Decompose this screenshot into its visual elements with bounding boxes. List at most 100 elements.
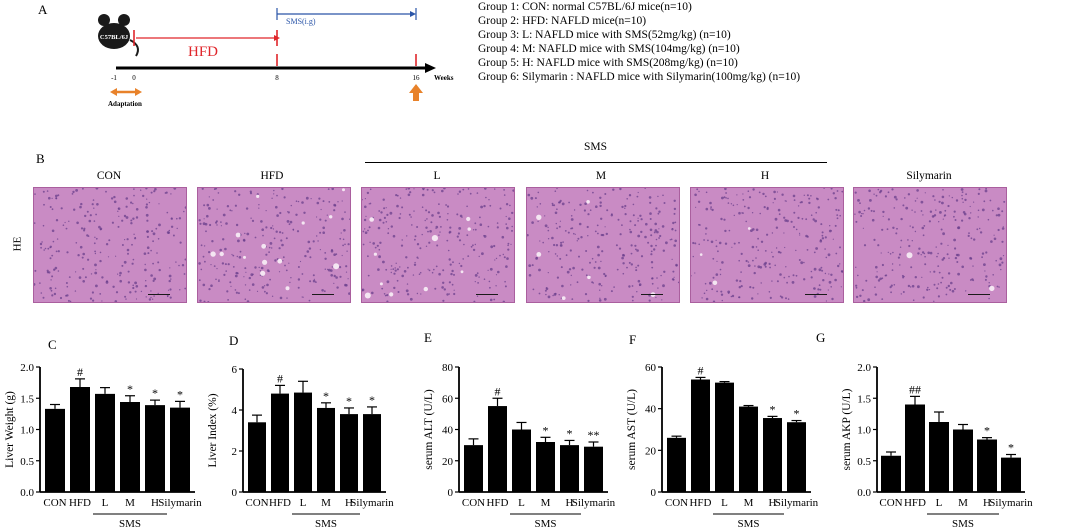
significance-mark: *: [346, 394, 352, 408]
weeks-label: Weeks: [434, 74, 454, 82]
bar: [340, 414, 358, 492]
y-tick-label: 60: [645, 362, 657, 374]
serum-alt-chart: 0 20 40 60 80 serum ALT (U/L) CON # HFD L * M * H ** Si…: [423, 362, 616, 527]
bar: [787, 422, 806, 492]
y-tick-label: 2: [232, 446, 238, 458]
significance-mark: #: [77, 365, 83, 379]
bar: [170, 407, 190, 492]
bar: [488, 406, 507, 492]
week-tick-4: 16: [413, 74, 421, 82]
significance-mark: *: [770, 402, 776, 416]
sms-group-label: SMS: [952, 518, 974, 527]
bar: [536, 442, 555, 492]
sms-group-label: SMS: [534, 518, 556, 527]
panel-label-f: F: [629, 332, 637, 347]
category-label: M: [958, 497, 968, 509]
y-tick-label: 20: [645, 445, 657, 457]
adaptation-label: Adaptation: [108, 100, 142, 108]
he-image-hfd: [197, 187, 351, 303]
y-tick-label: 0.0: [20, 487, 34, 499]
bar: [977, 439, 997, 492]
y-axis-label: serum ALT (U/L): [423, 389, 435, 470]
bar: [271, 393, 289, 492]
bar: [905, 404, 925, 492]
he-image-l: [361, 187, 515, 303]
bar: [464, 445, 483, 492]
sms-timeline-label: SMS(i.g): [286, 17, 316, 26]
bar: [881, 455, 901, 492]
category-label: HFD: [486, 497, 508, 509]
category-label: H: [769, 497, 777, 509]
y-tick-label: 2.0: [857, 362, 871, 374]
category-label: CON: [245, 497, 268, 509]
sms-group-label: SMS: [119, 518, 141, 527]
bar: [317, 407, 335, 492]
week-tick-2: 0: [132, 74, 136, 82]
sms-header-text: SMS: [584, 141, 608, 153]
category-label: HFD: [689, 497, 711, 509]
significance-mark: *: [567, 426, 573, 440]
bar: [691, 379, 710, 492]
category-label: Silymarin: [572, 497, 616, 509]
he-image-h: [690, 187, 844, 303]
liver-index-chart: 0 2 4 6 Liver Index (%) CON # HFD L * M * H * Silymari…: [207, 364, 394, 527]
y-tick-label: 0: [232, 487, 238, 499]
group-6-text: Group 6: Silymarin : NAFLD mice with Sil…: [478, 71, 801, 83]
significance-mark: #: [495, 384, 501, 398]
he-column-label-con: CON: [96, 170, 122, 182]
category-label: M: [744, 497, 754, 509]
significance-mark: #: [277, 371, 283, 385]
y-tick-label: 60: [442, 393, 454, 405]
significance-mark: *: [543, 423, 549, 437]
significance-mark: *: [984, 424, 990, 438]
bar: [70, 387, 90, 492]
category-label: H: [345, 497, 353, 509]
he-column-label-hfd: HFD: [260, 170, 284, 182]
group-2-text: Group 2: HFD: NAFLD mice(n=10): [478, 15, 647, 27]
adaptation-arrow-icon: [110, 88, 142, 96]
category-label: L: [102, 497, 109, 509]
panel-label-c: C: [48, 337, 57, 352]
category-label: CON: [43, 497, 66, 509]
he-image-con: [33, 187, 187, 303]
category-label: M: [125, 497, 135, 509]
y-tick-label: 0: [651, 487, 657, 499]
bar: [1001, 457, 1021, 492]
significance-mark: *: [369, 393, 375, 407]
bar: [145, 405, 165, 492]
category-label: HFD: [904, 497, 926, 509]
y-tick-label: 0.5: [20, 456, 34, 468]
category-label: CON: [879, 497, 902, 509]
y-tick-label: 4: [232, 405, 238, 417]
y-tick-label: 0: [448, 487, 454, 499]
y-tick-label: 20: [442, 456, 454, 468]
significance-mark: *: [177, 387, 183, 401]
y-axis-label: Liver Index (%): [207, 393, 219, 467]
liver-weight-chart: 0.0 0.5 1.0 1.5 2.0 Liver Weight (g) CON # HFD L *…: [4, 362, 202, 527]
panel-label-g: G: [816, 330, 826, 345]
he-column-label-m: M: [595, 170, 607, 182]
timeline-diagram: C57BL/6J HFD SMS(i.g) Weeks -1 0 8 16 Ad…: [98, 8, 454, 108]
y-tick-label: 80: [442, 362, 454, 374]
category-label: M: [321, 497, 331, 509]
category-label: CON: [462, 497, 485, 509]
category-label: H: [151, 497, 159, 509]
category-label: L: [936, 497, 943, 509]
significance-mark: *: [794, 407, 800, 421]
category-label: HFD: [69, 497, 91, 509]
y-axis-label: Liver Weight (g): [4, 391, 16, 468]
bar: [929, 422, 949, 492]
he-image-silymarin: [853, 187, 1007, 303]
category-label: H: [566, 497, 574, 509]
significance-mark: ##: [909, 382, 921, 396]
bar: [95, 393, 115, 492]
category-label: L: [721, 497, 728, 509]
y-tick-label: 0.5: [857, 456, 871, 468]
he-column-label-l: L: [433, 170, 441, 182]
category-label: Silymarin: [350, 497, 394, 509]
bar: [45, 408, 65, 492]
bar: [584, 446, 603, 492]
y-tick-label: 6: [232, 364, 238, 376]
significance-mark: **: [588, 428, 600, 442]
group-1-text: Group 1: CON: normal C57BL/6J mice(n=10): [478, 1, 692, 13]
